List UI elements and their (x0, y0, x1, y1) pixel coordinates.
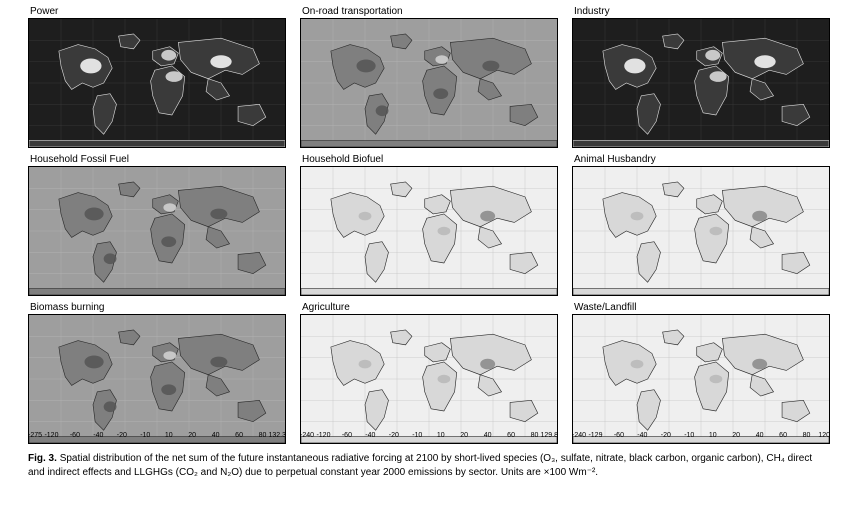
map-frame (572, 166, 830, 296)
colorbar-tick: 40 (212, 432, 220, 439)
world-map-svg (301, 167, 557, 295)
panel-title: Animal Husbandry (572, 154, 830, 166)
map-frame (28, 18, 286, 148)
caption-text: Spatial distribution of the net sum of t… (28, 453, 812, 478)
panel-title: Agriculture (300, 302, 558, 314)
colorbar-tick: -20 (661, 432, 671, 439)
colorbar-tick: 60 (507, 432, 515, 439)
panel-title: Biomass burning (28, 302, 286, 314)
panel-title: Waste/Landfill (572, 302, 830, 314)
map-frame (300, 166, 558, 296)
colorbar-tick: 10 (709, 432, 717, 439)
colorbar-tick: -60 (614, 432, 624, 439)
panel-onroad: On-road transportation (300, 6, 558, 148)
colorbar-tick: -60 (70, 432, 80, 439)
panel-household_fossil: Household Fossil Fuel (28, 154, 286, 296)
map-frame (28, 166, 286, 296)
colorbar-tick: -20 (117, 432, 127, 439)
colorbar-ticks: -240-120 -60 -40 -20 -10 10 20 40 60 80129.8 (300, 432, 558, 444)
colorbar-tick: 20 (188, 432, 196, 439)
colorbar-tick: -120 (44, 432, 58, 439)
figure-caption: Fig. 3. Spatial distribution of the net … (28, 452, 830, 479)
panel-title: Industry (572, 6, 830, 18)
colorbar-ticks: -275-120 -60 -40 -20 -10 10 20 40 60 80132.3 (28, 432, 286, 444)
panel-animal: Animal Husbandry (572, 154, 830, 296)
panel-title: On-road transportation (300, 6, 558, 18)
world-map-svg (301, 19, 557, 147)
colorbar-tick: 120 (818, 432, 830, 439)
colorbar-tick: -240 (300, 432, 314, 439)
colorbar-tick: 80 (803, 432, 811, 439)
panel-title: Household Fossil Fuel (28, 154, 286, 166)
world-map-svg (29, 19, 285, 147)
world-map-svg (301, 315, 557, 443)
colorbar-tick: -120 (316, 432, 330, 439)
colorbar-tick: 80 (531, 432, 539, 439)
colorbar-tick: 20 (732, 432, 740, 439)
panel-industry: Industry (572, 6, 830, 148)
colorbar-tick: 10 (165, 432, 173, 439)
colorbar-tick: 129.8 (540, 432, 558, 439)
colorbar-ticks: -240-129 -60 -40 -20 -10 10 20 40 60 80 120 (572, 432, 830, 444)
colorbar-tick: 40 (484, 432, 492, 439)
colorbar-tick: -129 (588, 432, 602, 439)
figure-label: Fig. 3. (28, 453, 57, 464)
colorbar-tick: 60 (779, 432, 787, 439)
colorbar-tick: 80 (259, 432, 267, 439)
world-map-svg (573, 19, 829, 147)
colorbar-tick: -240 (572, 432, 586, 439)
colorbar-tick: 10 (437, 432, 445, 439)
map-frame (300, 314, 558, 444)
colorbar-tick: 20 (460, 432, 468, 439)
colorbar-tick: 40 (756, 432, 764, 439)
panel-waste: Waste/Landfill (572, 302, 830, 444)
colorbar-tick: 132.3 (268, 432, 286, 439)
map-frame (28, 314, 286, 444)
panel-biomass: Biomass burning (28, 302, 286, 444)
colorbar-tick: -60 (342, 432, 352, 439)
map-frame (300, 18, 558, 148)
world-map-svg (29, 315, 285, 443)
panel-title: Household Biofuel (300, 154, 558, 166)
world-map-svg (29, 167, 285, 295)
colorbar-tick: -40 (637, 432, 647, 439)
colorbar-tick: -275 (28, 432, 42, 439)
map-frame (572, 18, 830, 148)
panel-grid: Power On-road transportation Industry House… (28, 6, 830, 420)
map-frame (572, 314, 830, 444)
colorbar-tick: -40 (365, 432, 375, 439)
world-map-svg (573, 315, 829, 443)
colorbar-tick: 60 (235, 432, 243, 439)
panel-household_bio: Household Biofuel (300, 154, 558, 296)
colorbar-tick: -10 (140, 432, 150, 439)
colorbar-tick: -20 (389, 432, 399, 439)
colorbar-tick: -40 (93, 432, 103, 439)
panel-title: Power (28, 6, 286, 18)
world-map-svg (573, 167, 829, 295)
panel-power: Power (28, 6, 286, 148)
panel-agriculture: Agriculture (300, 302, 558, 444)
colorbar-tick: -10 (412, 432, 422, 439)
colorbar-tick: -10 (684, 432, 694, 439)
